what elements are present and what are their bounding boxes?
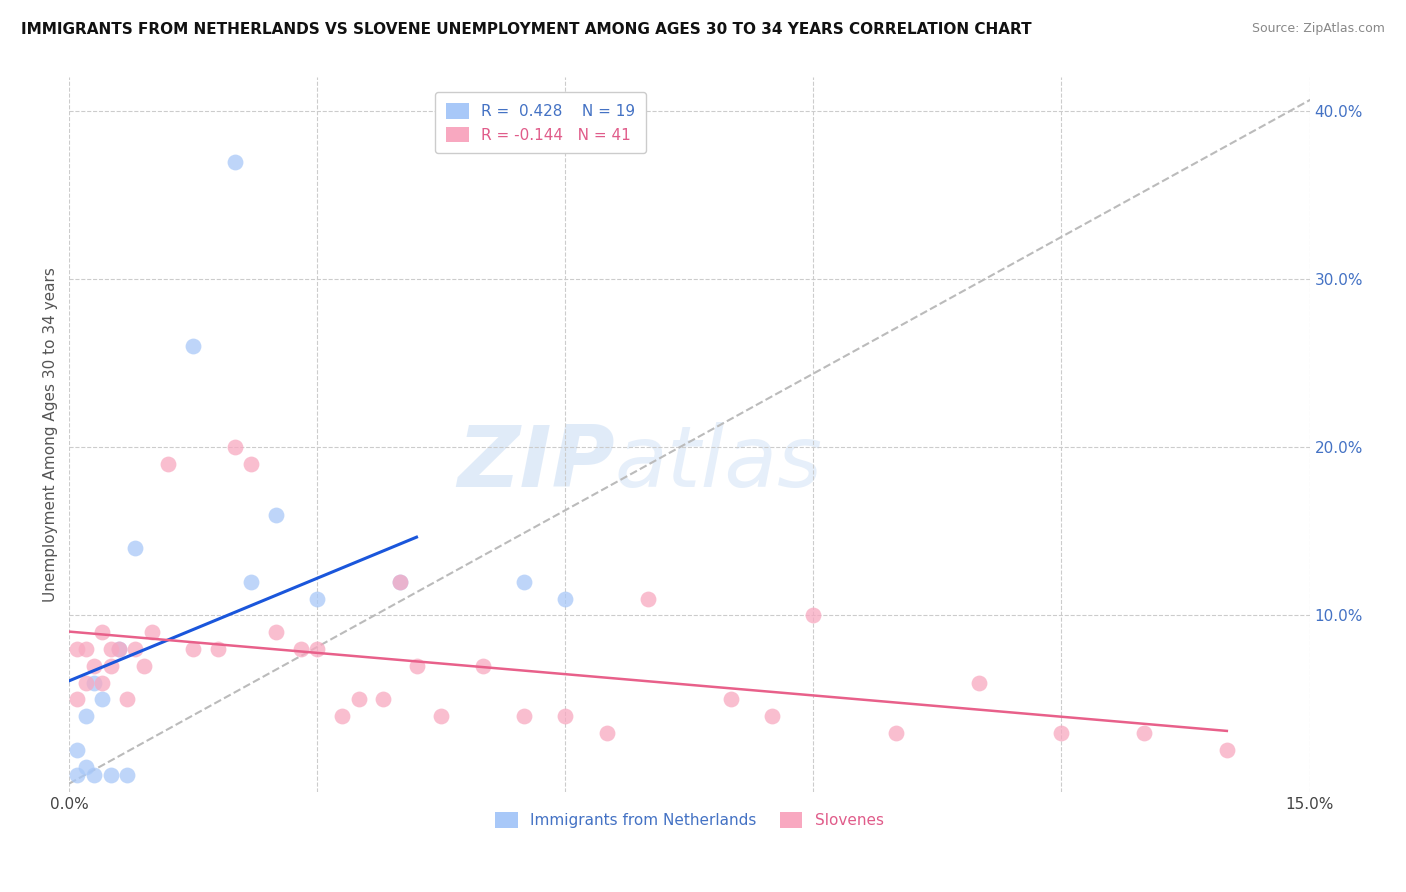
Point — [471, 658, 494, 673]
Point — [307, 642, 329, 657]
Point — [75, 709, 97, 723]
Point — [554, 709, 576, 723]
Point — [388, 574, 411, 589]
Point — [66, 692, 89, 706]
Point — [83, 675, 105, 690]
Point — [1133, 726, 1156, 740]
Point — [720, 692, 742, 706]
Point — [100, 642, 122, 657]
Point — [1216, 743, 1239, 757]
Text: ZIP: ZIP — [457, 422, 614, 505]
Point — [554, 591, 576, 606]
Point — [66, 743, 89, 757]
Text: atlas: atlas — [614, 422, 823, 505]
Point — [108, 642, 131, 657]
Point — [181, 339, 204, 353]
Point — [100, 658, 122, 673]
Point — [75, 642, 97, 657]
Point — [884, 726, 907, 740]
Point — [1050, 726, 1073, 740]
Text: Source: ZipAtlas.com: Source: ZipAtlas.com — [1251, 22, 1385, 36]
Point — [108, 642, 131, 657]
Point — [75, 760, 97, 774]
Point — [290, 642, 312, 657]
Point — [637, 591, 659, 606]
Point — [224, 440, 246, 454]
Point — [124, 642, 146, 657]
Point — [307, 591, 329, 606]
Point — [91, 675, 114, 690]
Point — [430, 709, 453, 723]
Point — [100, 768, 122, 782]
Point — [240, 574, 263, 589]
Point — [224, 154, 246, 169]
Point — [513, 574, 536, 589]
Legend: Immigrants from Netherlands, Slovenes: Immigrants from Netherlands, Slovenes — [489, 806, 890, 834]
Point — [157, 457, 180, 471]
Point — [66, 642, 89, 657]
Point — [388, 574, 411, 589]
Point — [132, 658, 155, 673]
Point — [124, 541, 146, 556]
Point — [141, 625, 163, 640]
Point — [264, 625, 287, 640]
Point — [967, 675, 990, 690]
Point — [83, 768, 105, 782]
Point — [181, 642, 204, 657]
Point — [83, 658, 105, 673]
Point — [405, 658, 427, 673]
Point — [761, 709, 783, 723]
Point — [264, 508, 287, 522]
Point — [596, 726, 619, 740]
Point — [75, 675, 97, 690]
Point — [373, 692, 395, 706]
Point — [240, 457, 263, 471]
Point — [66, 768, 89, 782]
Point — [115, 768, 138, 782]
Point — [347, 692, 370, 706]
Point — [91, 625, 114, 640]
Point — [330, 709, 353, 723]
Point — [803, 608, 825, 623]
Point — [91, 692, 114, 706]
Point — [513, 709, 536, 723]
Y-axis label: Unemployment Among Ages 30 to 34 years: Unemployment Among Ages 30 to 34 years — [44, 268, 58, 602]
Point — [115, 692, 138, 706]
Text: IMMIGRANTS FROM NETHERLANDS VS SLOVENE UNEMPLOYMENT AMONG AGES 30 TO 34 YEARS CO: IMMIGRANTS FROM NETHERLANDS VS SLOVENE U… — [21, 22, 1032, 37]
Point — [207, 642, 229, 657]
